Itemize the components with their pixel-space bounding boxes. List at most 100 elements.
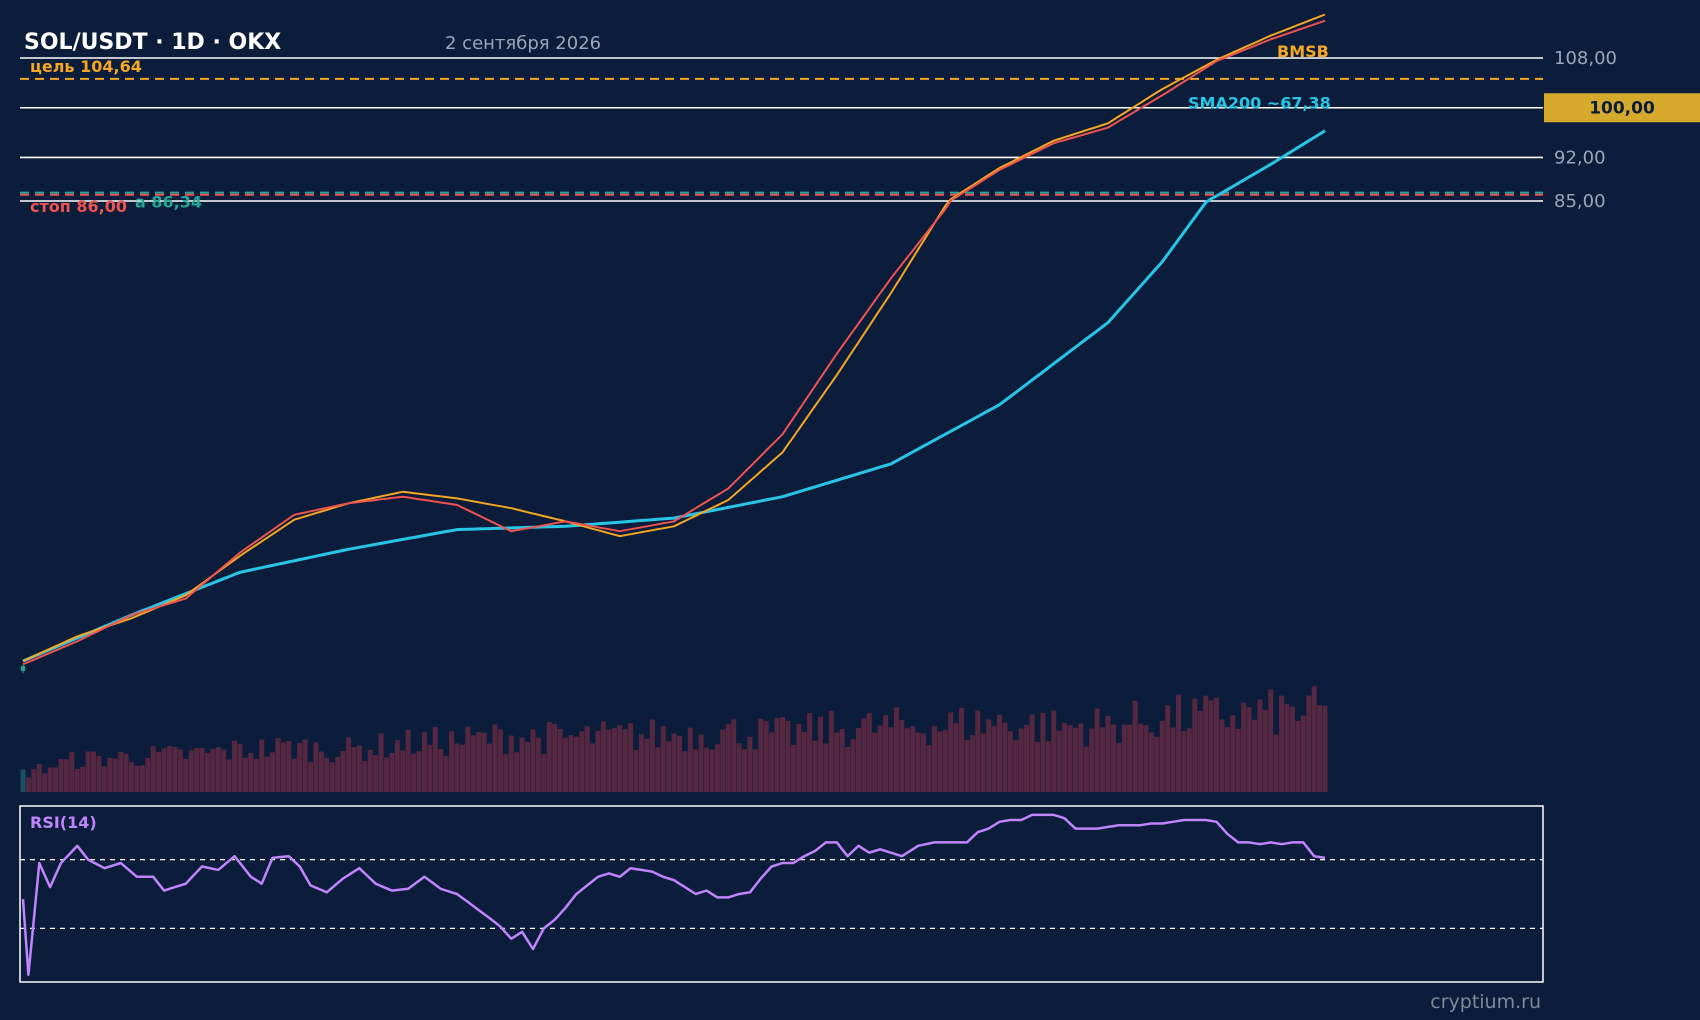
volume-bar — [259, 739, 265, 792]
volume-bar — [1045, 741, 1051, 792]
volume-bar — [563, 737, 568, 792]
price-tick-label: 92,00 — [1554, 147, 1606, 168]
volume-bar — [514, 752, 520, 792]
volume-bar — [1241, 702, 1247, 792]
volume-bar — [1029, 714, 1035, 792]
volume-bar — [1214, 697, 1219, 792]
volume-bar — [731, 719, 737, 792]
volume-bar — [1246, 707, 1252, 792]
volume-bar — [25, 777, 31, 792]
volume-bar — [1322, 705, 1328, 792]
volume-bar — [118, 751, 124, 792]
volume-bar — [638, 734, 644, 792]
volume-bar — [1170, 727, 1176, 792]
volume-bar — [1273, 734, 1279, 792]
volume-bar — [91, 751, 97, 792]
volume-bar — [497, 729, 503, 792]
volume-bar — [291, 758, 297, 792]
volume-bar — [1224, 727, 1230, 792]
volume-bar — [1192, 698, 1198, 792]
volume-bar — [1257, 699, 1263, 792]
volume-bar — [188, 750, 194, 792]
volume-bar — [541, 754, 547, 792]
volume-bar — [69, 752, 75, 792]
volume-bar — [101, 766, 107, 792]
volume-bar — [742, 749, 748, 792]
volume-bar — [1100, 727, 1106, 792]
volume-bar — [877, 725, 883, 792]
volume-bar — [617, 725, 623, 792]
volume-bar — [964, 739, 970, 792]
volume-bar — [817, 716, 823, 792]
volume-bar — [888, 727, 894, 792]
volume-bar — [937, 731, 943, 792]
candles — [20, 665, 26, 674]
volume-bar — [1040, 712, 1046, 792]
volume-bar — [242, 757, 248, 792]
volume-bar — [1251, 719, 1257, 792]
volume-bar — [1159, 720, 1165, 792]
volume-bar — [1138, 723, 1144, 792]
sma200-line — [22, 129, 1326, 663]
volume-bar — [107, 757, 113, 792]
volume-bar — [1300, 715, 1306, 792]
volume-bar — [449, 731, 455, 792]
volume-bar — [904, 728, 910, 792]
volume-bar — [58, 758, 64, 792]
volume-bar — [1078, 723, 1084, 792]
volume-bar — [1056, 730, 1062, 792]
volume-bar — [85, 751, 91, 792]
volume-bar — [161, 748, 167, 792]
volume-bar — [747, 736, 753, 792]
volume-bar — [199, 748, 205, 792]
bmsb-annotation: BMSB — [1277, 42, 1329, 61]
volume-bar — [926, 745, 932, 792]
volume-bar — [828, 710, 834, 792]
volume-bar — [736, 743, 742, 792]
volume-bar — [454, 743, 460, 792]
volume-bar — [883, 714, 889, 792]
volume-bar — [758, 718, 764, 792]
volume-bar — [763, 721, 769, 792]
volume-bar — [644, 738, 650, 792]
volume-bar — [948, 712, 954, 792]
volume-bar — [31, 769, 37, 792]
volume-bar — [112, 758, 118, 792]
volume-bar — [150, 746, 156, 792]
volume-bar — [346, 737, 351, 792]
volume-bar — [286, 741, 292, 792]
volume-bar — [704, 747, 710, 792]
volume-bar — [866, 713, 872, 792]
volume-bar — [812, 740, 818, 792]
volume-bar — [42, 773, 48, 792]
volume-bar — [465, 726, 471, 792]
price-gridlines — [20, 57, 1543, 202]
volume-bar — [378, 733, 384, 792]
volume-bar — [1317, 705, 1323, 792]
current-price-label: 100,00 — [1589, 99, 1655, 119]
volume-bar — [1072, 727, 1078, 792]
volume-bar — [275, 738, 281, 792]
volume-bar — [975, 710, 981, 792]
volume-bar — [980, 733, 986, 792]
volume-bar — [432, 726, 438, 792]
volume-bar — [134, 765, 140, 792]
volume-bar — [709, 749, 715, 792]
rsi-label: RSI(14) — [30, 813, 97, 832]
volume-bar — [1176, 694, 1182, 792]
chart-title: SOL/USDT · 1D · OKX — [24, 30, 281, 55]
volume-bar — [660, 726, 666, 792]
volume-bar — [1219, 719, 1225, 792]
ema-fast-line — [22, 19, 1326, 666]
sma200-annotation: SMA200 ~67,38 — [1188, 94, 1331, 113]
volume-bar — [915, 732, 921, 792]
volume-bar — [74, 768, 80, 792]
volume-bar — [1295, 720, 1301, 792]
volume-bar — [487, 743, 493, 792]
volume-bar — [166, 745, 172, 792]
volume-bar — [855, 727, 861, 792]
volume-bar — [714, 744, 720, 792]
volume-bar — [693, 749, 699, 792]
volume-bar — [1203, 695, 1209, 792]
